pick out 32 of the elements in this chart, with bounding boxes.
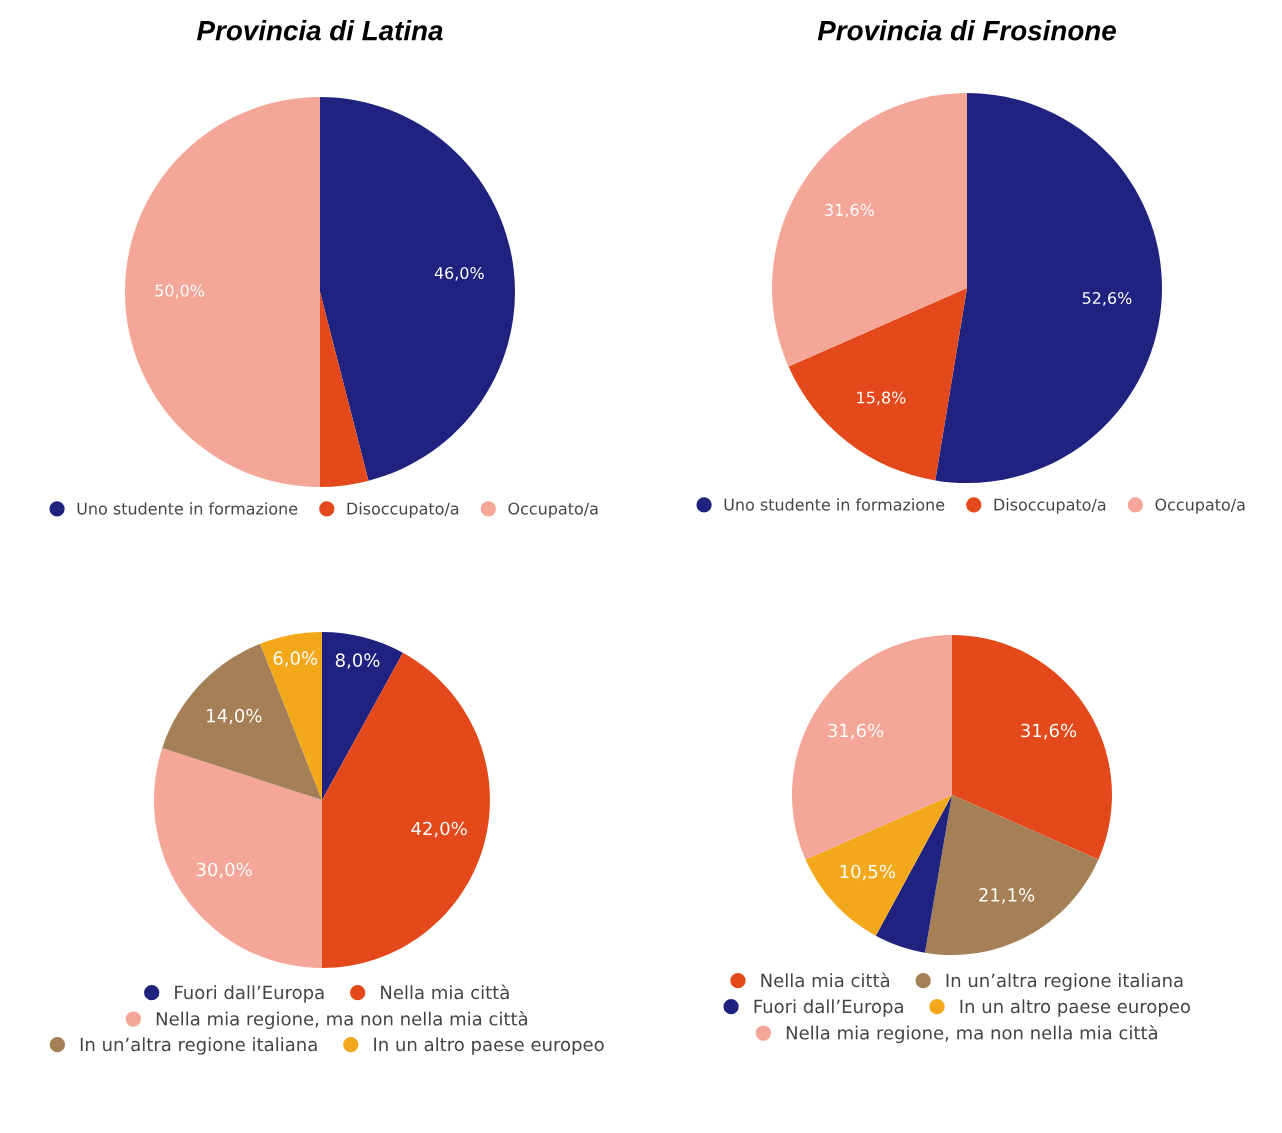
legend-label: In un altro paese europeo bbox=[374, 1037, 604, 1055]
legend-label: In un’altra regione italiana bbox=[946, 973, 1183, 991]
data-label: 10,5% bbox=[840, 864, 895, 881]
legend-label: Fuori dall’Europa bbox=[175, 985, 324, 1003]
legend-label: Uno studente in formazione bbox=[724, 498, 945, 511]
legend-label: In un altro paese europeo bbox=[960, 999, 1190, 1017]
data-label: 50,0% bbox=[155, 284, 205, 299]
chart-title: Provincia di Frosinone bbox=[817, 20, 1116, 41]
legend-label: Disoccupato/a bbox=[994, 498, 1106, 514]
data-label: 8,0% bbox=[335, 653, 380, 669]
data-label: 14,0% bbox=[207, 708, 262, 725]
data-label: 42,0% bbox=[411, 821, 467, 838]
data-label: 46,0% bbox=[434, 266, 484, 281]
data-label: 31,6% bbox=[825, 203, 874, 218]
legend-label: Occupato/a bbox=[1155, 498, 1245, 514]
legend-label: Nella mia regione, ma non nella mia città bbox=[156, 1010, 528, 1030]
data-label: 31,6% bbox=[1021, 723, 1077, 740]
data-label: 52,6% bbox=[1082, 292, 1132, 306]
legend-label: Nella mia città bbox=[381, 984, 509, 1000]
chart-title: Provincia di Latina bbox=[197, 20, 443, 41]
legend-label: Nella mia regione, ma non nella mia città bbox=[786, 1024, 1158, 1044]
legend-label: Fuori dall’Europa bbox=[754, 999, 903, 1017]
data-label: 21,1% bbox=[979, 888, 1035, 904]
legend-label: Nella mia città bbox=[761, 972, 890, 988]
data-label: 30,0% bbox=[196, 862, 252, 879]
legend-label: Occupato/a bbox=[508, 502, 598, 518]
data-label: 15,8% bbox=[857, 391, 906, 406]
data-label: 6,0% bbox=[273, 651, 318, 667]
legend-label: Disoccupato/a bbox=[347, 502, 459, 518]
data-label: 31,6% bbox=[828, 723, 884, 740]
legend-label: Uno studente in formazione bbox=[77, 502, 298, 515]
legend-label: In un’altra regione italiana bbox=[80, 1037, 317, 1055]
